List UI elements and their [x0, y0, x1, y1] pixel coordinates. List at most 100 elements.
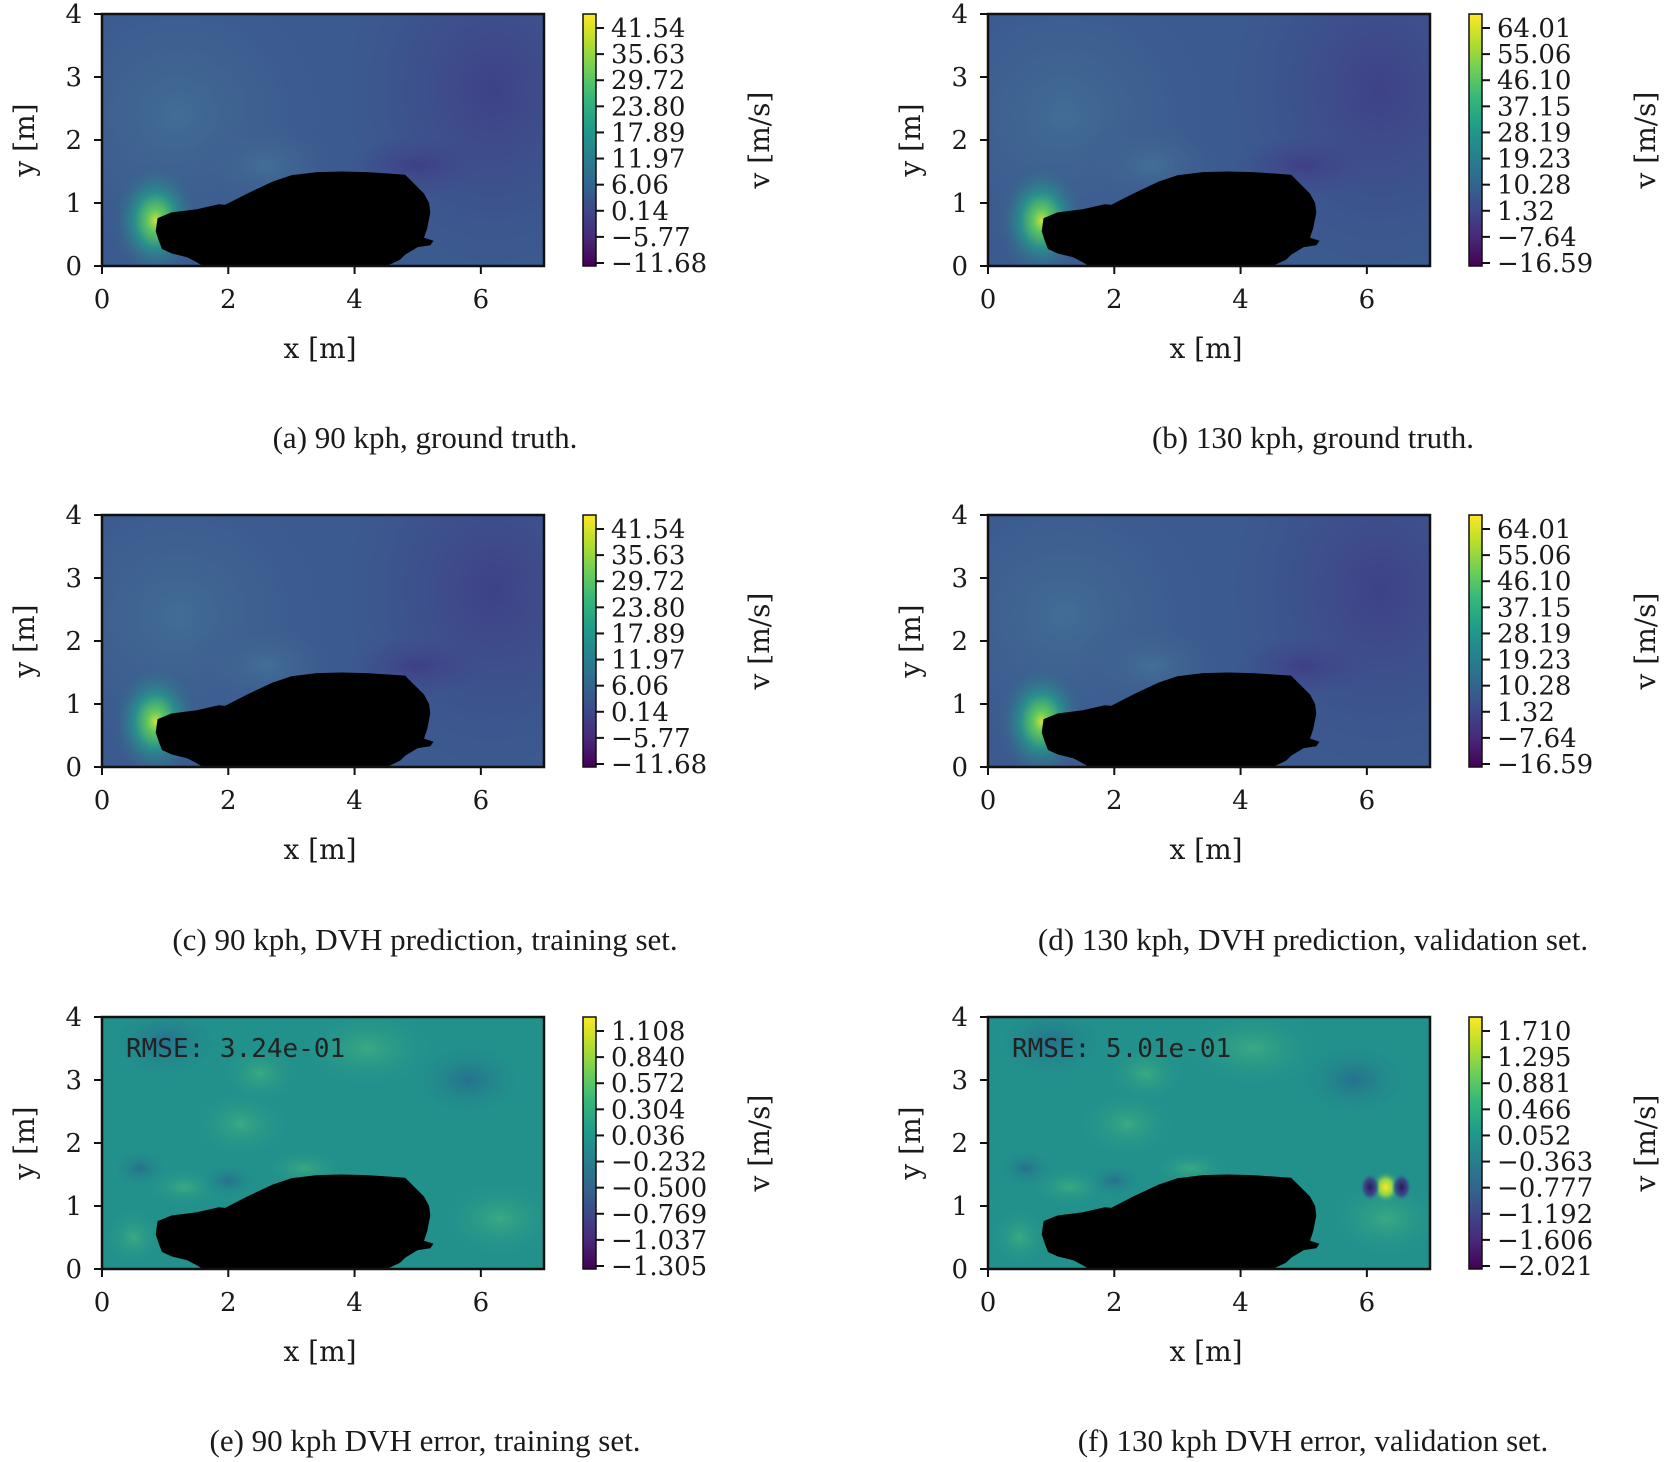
y-tick-label: 0 [65, 1255, 82, 1285]
colorbar-tick-label: 41.54 [611, 515, 685, 545]
colorbar-tick-label: −5.77 [611, 724, 691, 754]
x-tick-label: 2 [1106, 1288, 1123, 1318]
y-tick-label: 2 [951, 627, 968, 657]
y-tick-label: 3 [951, 63, 968, 93]
x-tick-label: 4 [1232, 1288, 1249, 1318]
colorbar-tick-label: −16.59 [1497, 249, 1593, 279]
colorbar-tick-label: −1.305 [611, 1252, 707, 1282]
field-region [989, 1207, 1050, 1268]
field-region [105, 1017, 226, 1083]
colorbar-tick-label: −11.68 [611, 750, 707, 780]
y-tick-label: 1 [65, 1192, 82, 1222]
x-tick-label: 2 [1106, 786, 1123, 816]
y-tick-label: 4 [65, 1003, 82, 1033]
panel-e: 0 2 4 6 0 1 2 3 4 x [m] y [m] 1.1080.8400.5720.3040… [8, 1003, 776, 1458]
colorbar-tick-label: 6.06 [611, 672, 669, 702]
x-tick-label: 0 [980, 285, 997, 315]
car-silhouette [155, 171, 434, 266]
rmse-annotation: RMSE: 5.01e-01 [1012, 1034, 1231, 1064]
y-axis-label: y [m] [8, 103, 41, 177]
colorbar-tick-label: 0.052 [1497, 1121, 1571, 1151]
x-axis-label: x [m] [283, 332, 356, 365]
y-tick-label: 3 [65, 1066, 82, 1096]
colorbar-tick-label: 6.06 [611, 171, 669, 201]
colorbar-tick-label: 64.01 [1497, 515, 1571, 545]
field-region [198, 1162, 259, 1199]
y-tick-label: 4 [65, 0, 82, 30]
colorbar-tick-label: 23.80 [611, 92, 685, 122]
panel-caption: (f) 130 kph DVH error, validation set. [1078, 1423, 1549, 1458]
field-region [1076, 1089, 1177, 1160]
error-coldspot [1391, 1173, 1412, 1202]
x-axis-label: x [m] [1169, 1335, 1242, 1368]
colorbar-tick-label: 1.32 [1497, 197, 1555, 227]
x-tick-label: 6 [473, 786, 490, 816]
colorbar-tick-label: 55.06 [1497, 541, 1571, 571]
x-tick-label: 0 [94, 786, 111, 816]
y-tick-label: 3 [65, 564, 82, 594]
field-region [1183, 1017, 1324, 1089]
y-tick-label: 0 [65, 753, 82, 783]
colorbar-tick-label: 29.72 [611, 567, 685, 597]
colorbar-tick-label: 37.15 [1497, 92, 1571, 122]
heatmap-field [102, 515, 544, 767]
colorbar-tick-label: 64.01 [1497, 14, 1571, 44]
colorbar-tick-label: −0.500 [611, 1174, 707, 1204]
x-tick-label: 6 [1359, 285, 1376, 315]
x-tick-label: 2 [220, 285, 237, 315]
field-region [109, 1148, 170, 1189]
field-region [1105, 1043, 1186, 1104]
colorbar-tick-label: 0.572 [611, 1069, 685, 1099]
x-tick-label: 0 [94, 1288, 111, 1318]
colorbar-tick-label: 46.10 [1497, 567, 1571, 597]
colorbar-tick-label: −1.192 [1497, 1200, 1593, 1230]
colorbar [1468, 13, 1483, 267]
x-tick-label: 4 [1232, 285, 1249, 315]
car-silhouette [155, 1174, 434, 1269]
colorbar-tick-label: 0.840 [611, 1043, 685, 1073]
error-hotspot [1371, 1171, 1400, 1204]
colorbar-tick-label: −1.606 [1497, 1226, 1593, 1256]
panel-caption: (d) 130 kph, DVH prediction, validation … [1038, 922, 1588, 957]
colorbar-tick-label: −0.769 [611, 1200, 707, 1230]
y-tick-label: 3 [951, 1066, 968, 1096]
y-tick-label: 1 [65, 189, 82, 219]
x-tick-label: 4 [346, 1288, 363, 1318]
y-tick-label: 1 [951, 690, 968, 720]
car-silhouette [1041, 672, 1320, 767]
x-tick-label: 6 [473, 1288, 490, 1318]
y-tick-label: 2 [951, 1129, 968, 1159]
colorbar-tick-label: 46.10 [1497, 66, 1571, 96]
y-tick-label: 0 [951, 252, 968, 282]
x-tick-label: 0 [980, 786, 997, 816]
panel-b: 0 2 4 6 0 1 2 3 4 x [m] y [m] 64.0155.0646.1037.152… [894, 0, 1662, 455]
colorbar-tick-label: −7.64 [1497, 223, 1577, 253]
colorbar-tick-label: 29.72 [611, 66, 685, 96]
x-tick-label: 4 [346, 786, 363, 816]
x-tick-label: 0 [94, 285, 111, 315]
field-region [103, 1207, 164, 1268]
car-silhouette [1041, 1174, 1320, 1269]
heatmap-field [102, 14, 544, 266]
colorbar-tick-label: 0.14 [611, 197, 669, 227]
colorbar-tick-label: −5.77 [611, 223, 691, 253]
colorbar-tick-label: −7.64 [1497, 724, 1577, 754]
colorbar-tick-label: 37.15 [1497, 593, 1571, 623]
x-axis-label: x [m] [1169, 833, 1242, 866]
y-tick-label: 2 [65, 627, 82, 657]
y-axis-label: y [m] [894, 103, 927, 177]
colorbar-tick-label: 1.108 [611, 1017, 685, 1047]
colorbar-tick-label: −0.232 [611, 1148, 707, 1178]
colorbar-tick-label: 28.19 [1497, 619, 1571, 649]
colorbar [1468, 514, 1483, 768]
colorbar-tick-label: 0.881 [1497, 1069, 1571, 1099]
colorbar-tick-label: −2.021 [1497, 1252, 1593, 1282]
colorbar-tick-label: 1.710 [1497, 1017, 1571, 1047]
colorbar-tick-label: 11.97 [611, 646, 685, 676]
colorbar [1468, 1016, 1483, 1270]
field-region [991, 1017, 1112, 1083]
panel-d: 0 2 4 6 0 1 2 3 4 x [m] y [m] 64.0155.0646.1037.152… [894, 501, 1662, 957]
